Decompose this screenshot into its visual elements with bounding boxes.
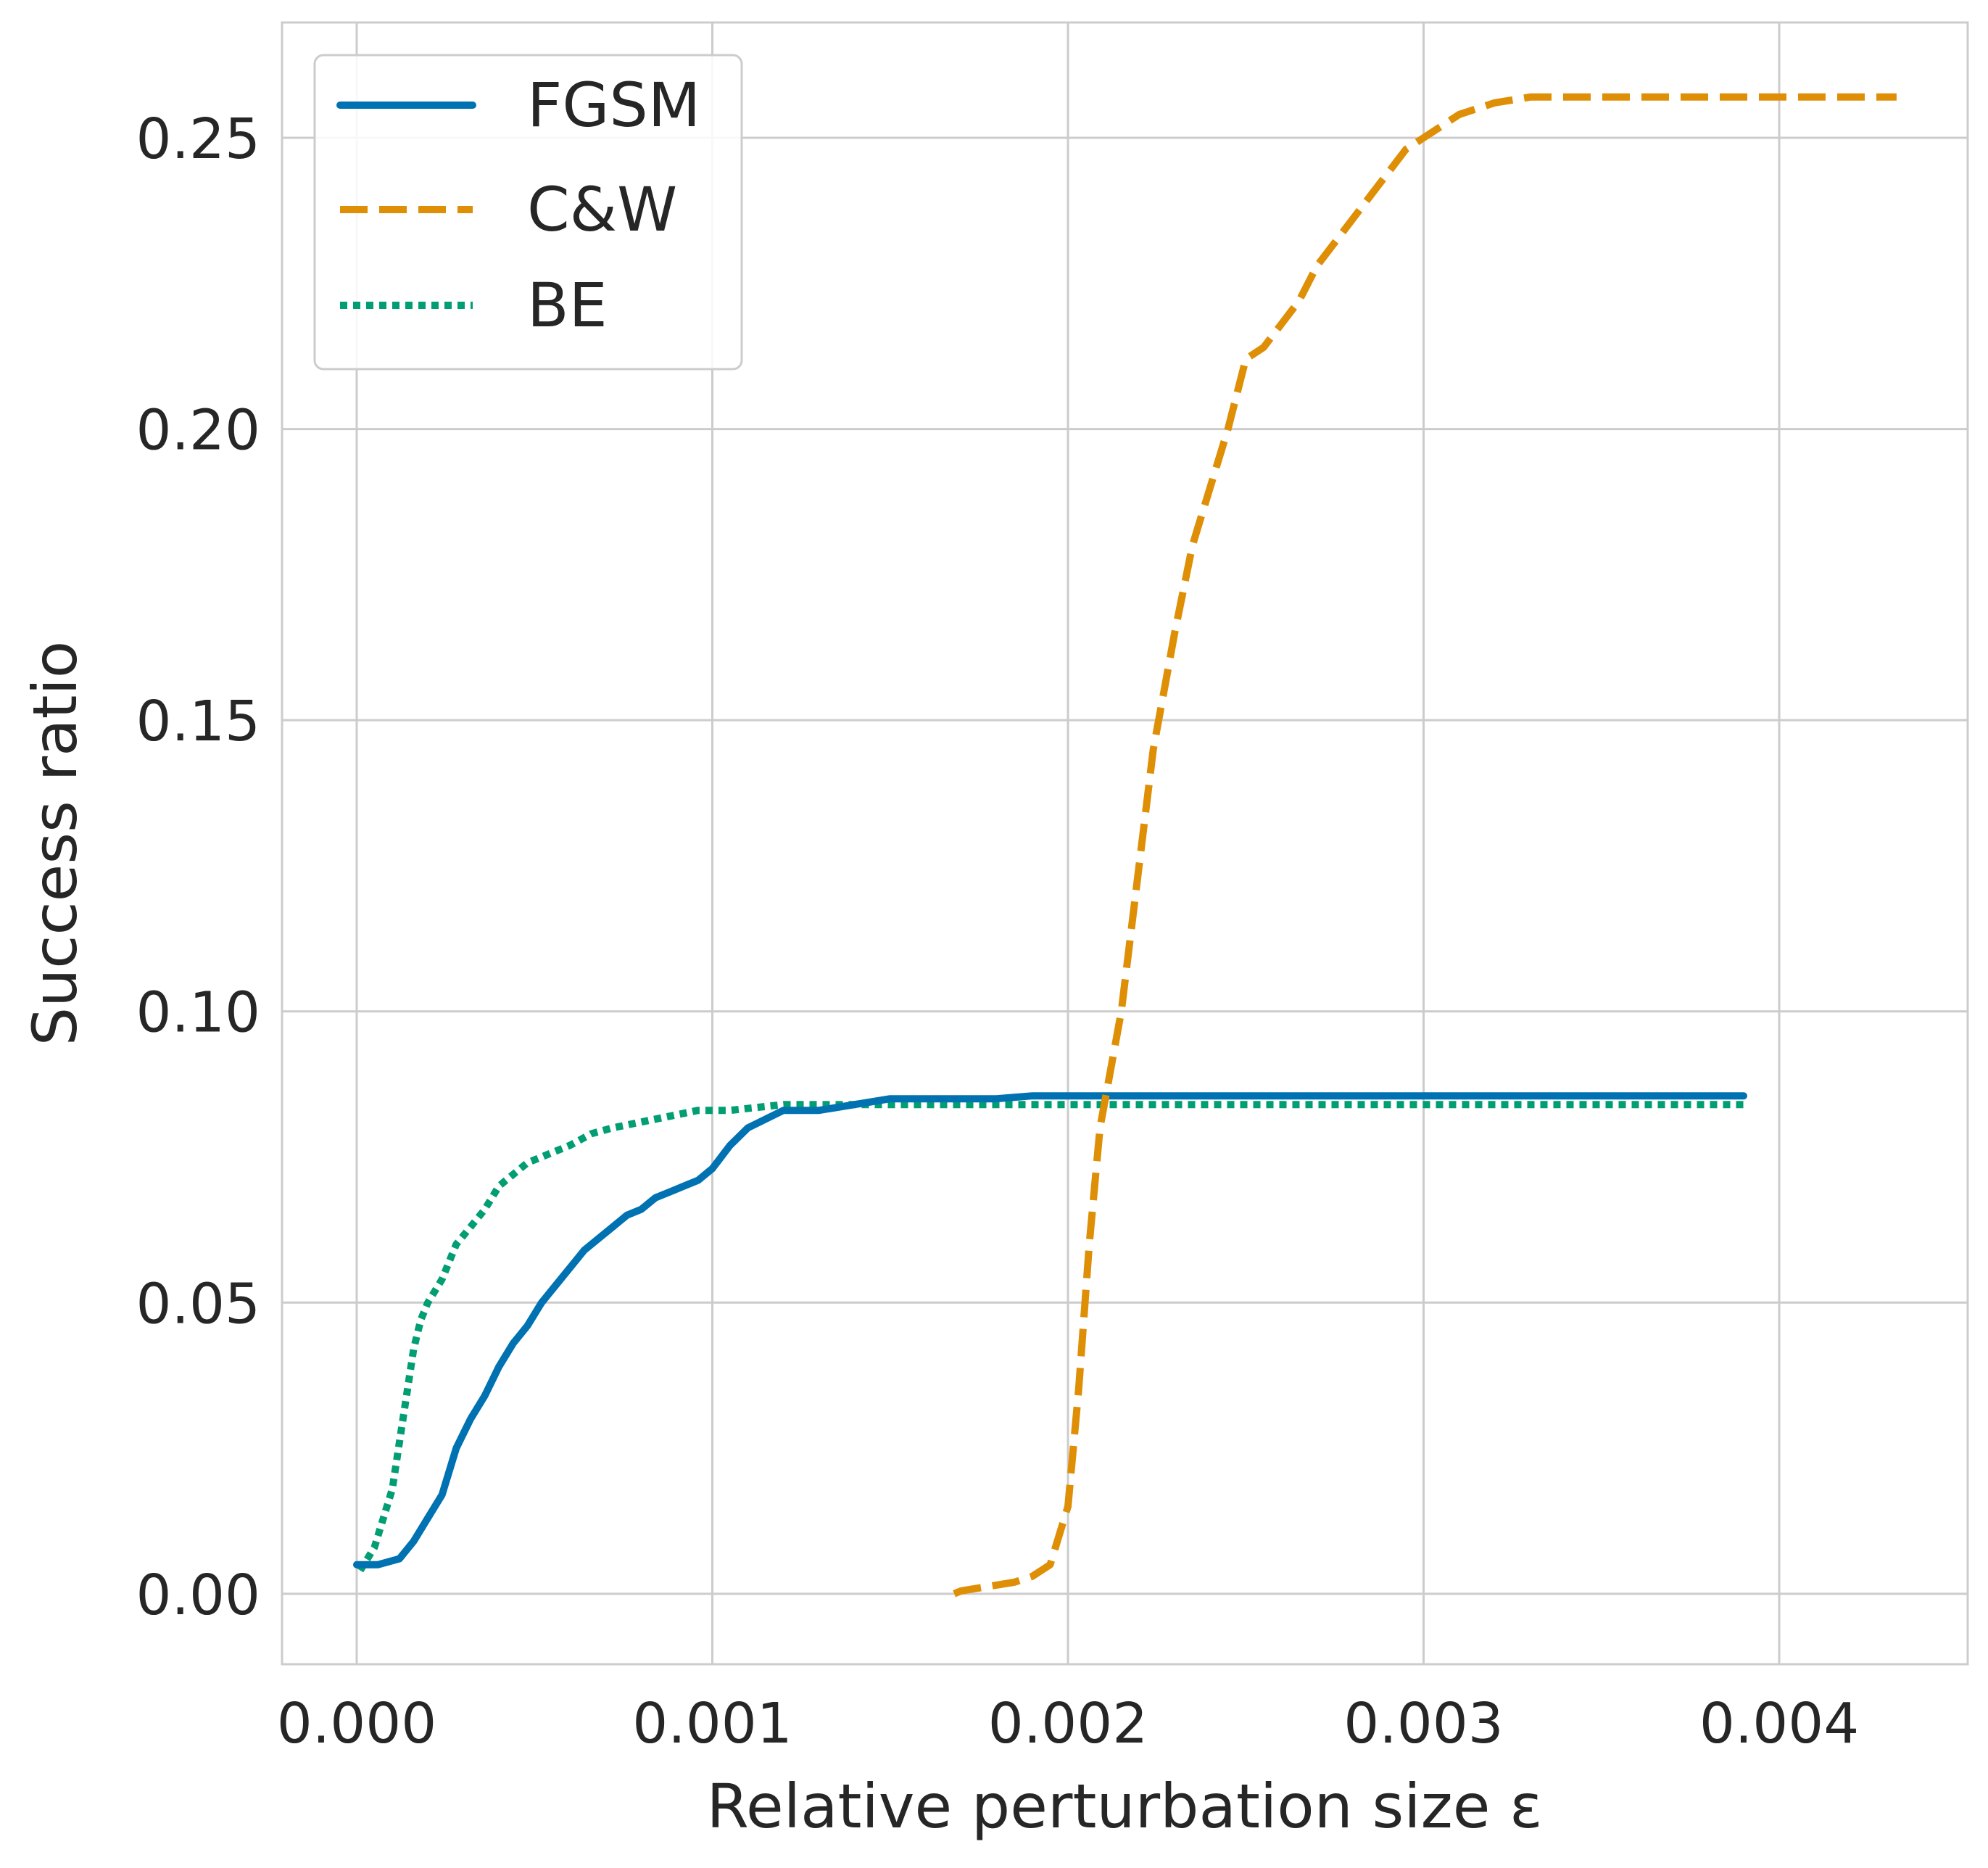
y-tick-label: 0.00 xyxy=(136,1563,260,1628)
legend-label-fgsm: FGSM xyxy=(527,70,700,141)
legend-label-cw: C&W xyxy=(527,174,677,245)
plot-frame xyxy=(281,21,1969,1666)
legend-box xyxy=(313,54,743,371)
y-axis-label: Success ratio xyxy=(20,641,91,1046)
x-tick-label: 0.001 xyxy=(632,1692,792,1756)
x-tick-label: 0.002 xyxy=(988,1692,1148,1756)
y-tick-label: 0.05 xyxy=(136,1272,260,1336)
x-tick-label: 0.000 xyxy=(277,1692,436,1756)
y-tick-label: 0.10 xyxy=(136,981,260,1046)
series-line-be xyxy=(357,1101,1744,1573)
x-axis-label: Relative perturbation size ε xyxy=(706,1771,1542,1842)
tick-labels: 0.000 0.001 0.002 0.003 0.004 0.00 0.05 0.10 0.1… xyxy=(136,107,1860,1756)
y-tick-label: 0.20 xyxy=(136,399,260,463)
series-layer xyxy=(353,93,1897,1598)
x-tick-label: 0.003 xyxy=(1343,1692,1503,1756)
series-line-fgsm xyxy=(353,1092,1747,1569)
series-line-c-w xyxy=(953,93,1897,1598)
legend-label-be: BE xyxy=(527,270,608,341)
x-tick-label: 0.004 xyxy=(1699,1692,1859,1756)
y-tick-label: 0.25 xyxy=(136,107,260,172)
legend: FGSM C&W BE xyxy=(313,54,743,371)
y-tick-label: 0.15 xyxy=(136,690,260,754)
